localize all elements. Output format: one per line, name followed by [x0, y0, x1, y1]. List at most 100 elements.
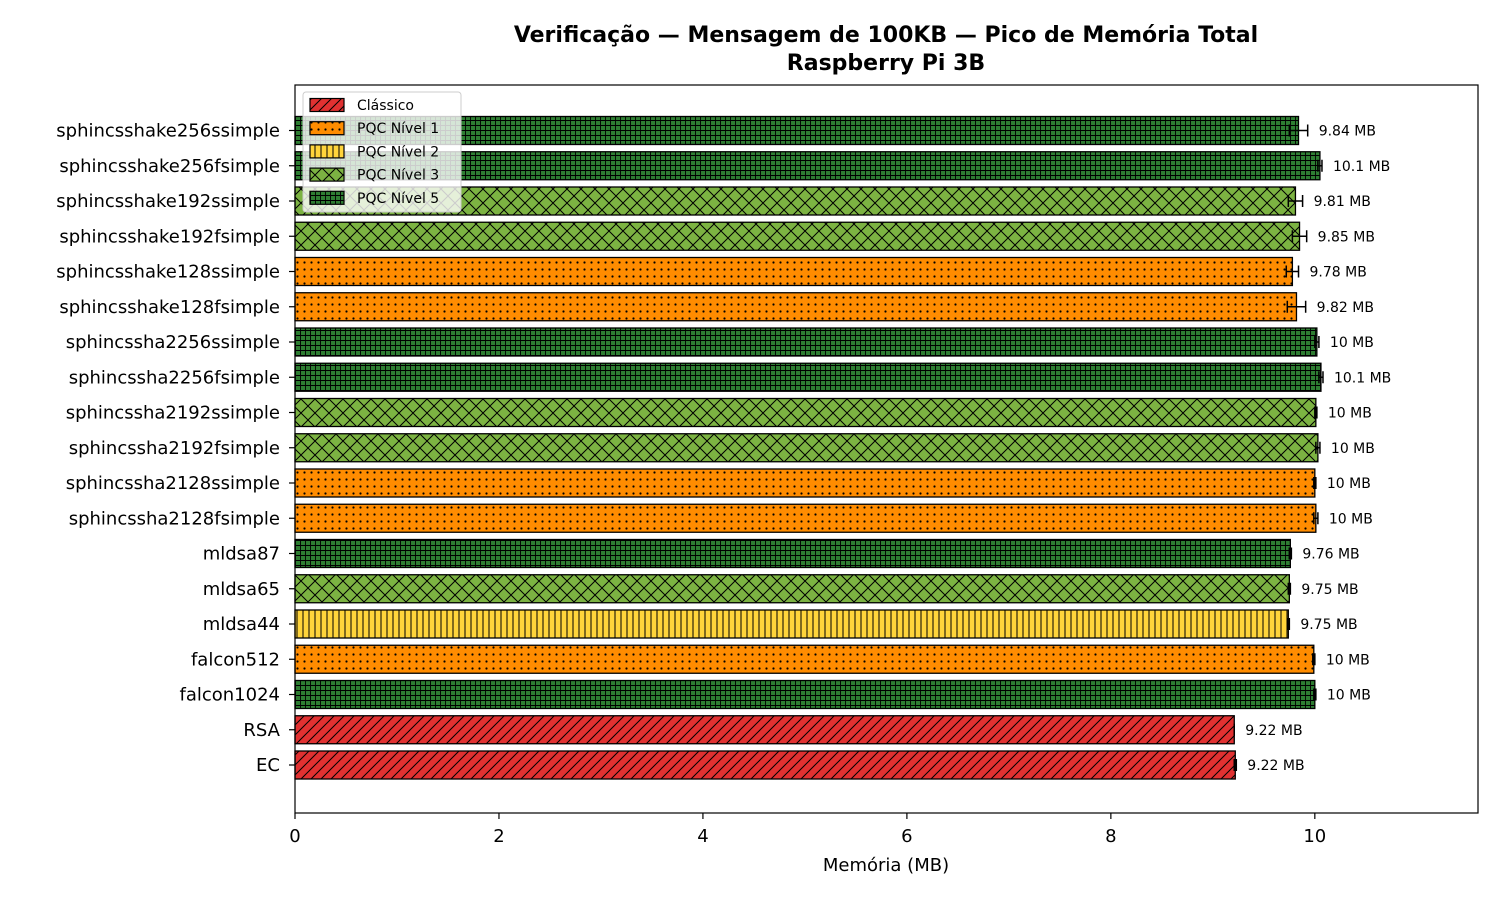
y-tick-labels: sphincsshake256ssimple sphincsshake256fsi… — [56, 121, 295, 776]
legend-swatch-hatch — [309, 97, 345, 113]
bar-hatch — [294, 362, 1322, 392]
bar-hatch — [294, 468, 1316, 498]
error-bar — [1288, 124, 1309, 137]
error-bar — [1317, 159, 1323, 172]
bar-group: 9.81 MB — [294, 186, 1371, 216]
error-bar — [1233, 759, 1238, 771]
y-tick-label: sphincssha2128fsimple — [69, 508, 280, 529]
y-tick-label: sphincsshake256ssimple — [56, 121, 280, 142]
y-tick-label: sphincsshake192fsimple — [59, 226, 280, 247]
bar-group: 10 MB — [294, 468, 1371, 498]
bar-hatch — [294, 115, 1300, 146]
y-tick-label: mldsa87 — [203, 544, 280, 565]
error-bar — [1314, 336, 1320, 348]
legend-item: PQC Nível 5 — [309, 190, 439, 207]
bar-value-label: 9.75 MB — [1301, 582, 1358, 598]
bar-hatch — [294, 433, 1319, 463]
bar-value-label: 10.1 MB — [1333, 159, 1390, 175]
bar-group: 9.22 MB — [294, 750, 1305, 780]
legend-item: PQC Nível 1 — [309, 121, 439, 137]
y-tick-label: EC — [256, 755, 280, 776]
error-bar — [1286, 618, 1291, 630]
legend-label: Clássico — [357, 98, 414, 114]
bar-group: 10 MB — [294, 644, 1370, 674]
bar-value-label: 9.75 MB — [1300, 617, 1357, 633]
x-tick-label: 0 — [289, 826, 300, 847]
y-tick-label: sphincsshake192ssimple — [56, 191, 280, 212]
bar-value-label: 9.78 MB — [1310, 265, 1367, 281]
bar-value-label: 10 MB — [1329, 511, 1373, 527]
bar-hatch — [294, 609, 1289, 639]
error-bar — [1318, 371, 1324, 384]
bar-value-label: 9.82 MB — [1317, 300, 1374, 316]
y-tick-label: sphincsshake128ssimple — [56, 262, 280, 283]
error-bar — [1291, 230, 1308, 243]
chart-subtitle: Raspberry Pi 3B — [787, 51, 985, 76]
legend-swatch-hatch — [309, 144, 345, 159]
error-bar — [1312, 653, 1316, 666]
bar-group: 10 MB — [294, 433, 1375, 463]
error-bar — [1313, 477, 1317, 489]
error-bar — [1288, 547, 1293, 560]
legend-swatch-hatch — [309, 190, 345, 205]
x-tick-label: 8 — [1105, 826, 1116, 847]
bar-group: 9.78 MB — [294, 256, 1367, 287]
x-axis-label: Memória (MB) — [823, 855, 949, 876]
y-tick-label: sphincsshake128fsimple — [59, 297, 280, 318]
bar-group: 9.22 MB — [294, 715, 1303, 745]
y-tick-label: falcon1024 — [180, 685, 281, 706]
y-tick-label: RSA — [243, 720, 280, 741]
x-tick-label: 4 — [697, 826, 708, 847]
bar-group: 10 MB — [294, 503, 1373, 533]
x-axis: 0 2 4 6 8 10 — [289, 813, 1326, 847]
bar-value-label: 9.84 MB — [1319, 124, 1376, 140]
y-tick-label: sphincssha2256ssimple — [66, 332, 280, 353]
bar-group: 9.84 MB — [294, 115, 1376, 146]
bar-hatch — [294, 292, 1298, 322]
bar-value-label: 9.76 MB — [1302, 547, 1359, 563]
bar-hatch — [294, 750, 1236, 780]
error-bar — [1285, 265, 1300, 278]
bar-value-label: 10 MB — [1327, 688, 1371, 704]
bar-value-label: 10.1 MB — [1334, 370, 1391, 386]
legend-item: Clássico — [309, 97, 414, 114]
bar-group: 9.82 MB — [294, 292, 1374, 322]
legend-label: PQC Nível 3 — [357, 168, 439, 184]
bar-group: 10 MB — [294, 397, 1372, 428]
error-bar — [1286, 300, 1307, 313]
y-tick-label: sphincssha2128ssimple — [66, 473, 280, 494]
bar-hatch — [294, 574, 1290, 604]
bar-hatch — [294, 256, 1294, 287]
error-bar — [1313, 688, 1317, 701]
bar-hatch — [294, 644, 1315, 674]
bar-value-label: 9.85 MB — [1318, 229, 1375, 245]
error-bar — [1313, 512, 1319, 525]
bars-layer: 9.84 MB 10.1 MB 9.81 MB 9.85 MB 9.78 MB 9.82 … — [294, 115, 1391, 780]
legend-item: PQC Nível 2 — [309, 144, 439, 160]
y-tick-label: mldsa44 — [203, 614, 280, 635]
x-tick-label: 2 — [493, 826, 504, 847]
y-tick-label: falcon512 — [191, 649, 280, 670]
legend: Clássico PQC Nível 1 PQC Nível 2 PQC Nível … — [302, 91, 462, 213]
chart-title: Verificação — Mensagem de 100KB — Pico d… — [514, 23, 1258, 48]
error-bar — [1314, 406, 1318, 419]
y-tick-label: sphincsshake256fsimple — [59, 156, 280, 177]
bar-group: 9.75 MB — [294, 574, 1359, 604]
bar-hatch — [294, 503, 1317, 533]
y-tick-label: sphincssha2256fsimple — [69, 367, 280, 388]
legend-item: PQC Nível 3 — [309, 167, 439, 184]
bar-group: 10 MB — [294, 327, 1374, 357]
bar-value-label: 10 MB — [1331, 441, 1375, 457]
bar-hatch — [294, 538, 1292, 569]
bar-group: 10 MB — [294, 679, 1371, 710]
legend-swatch-hatch — [309, 167, 345, 182]
bar-group: 10.1 MB — [294, 151, 1390, 181]
y-tick-label: sphincssha2192ssimple — [66, 403, 280, 424]
bar-hatch — [294, 397, 1317, 428]
bar-group: 10.1 MB — [294, 362, 1391, 392]
legend-label: PQC Nível 1 — [357, 121, 439, 137]
error-bar — [1287, 195, 1304, 207]
bar-value-label: 9.22 MB — [1247, 758, 1304, 774]
y-tick-label: sphincssha2192fsimple — [69, 438, 280, 459]
